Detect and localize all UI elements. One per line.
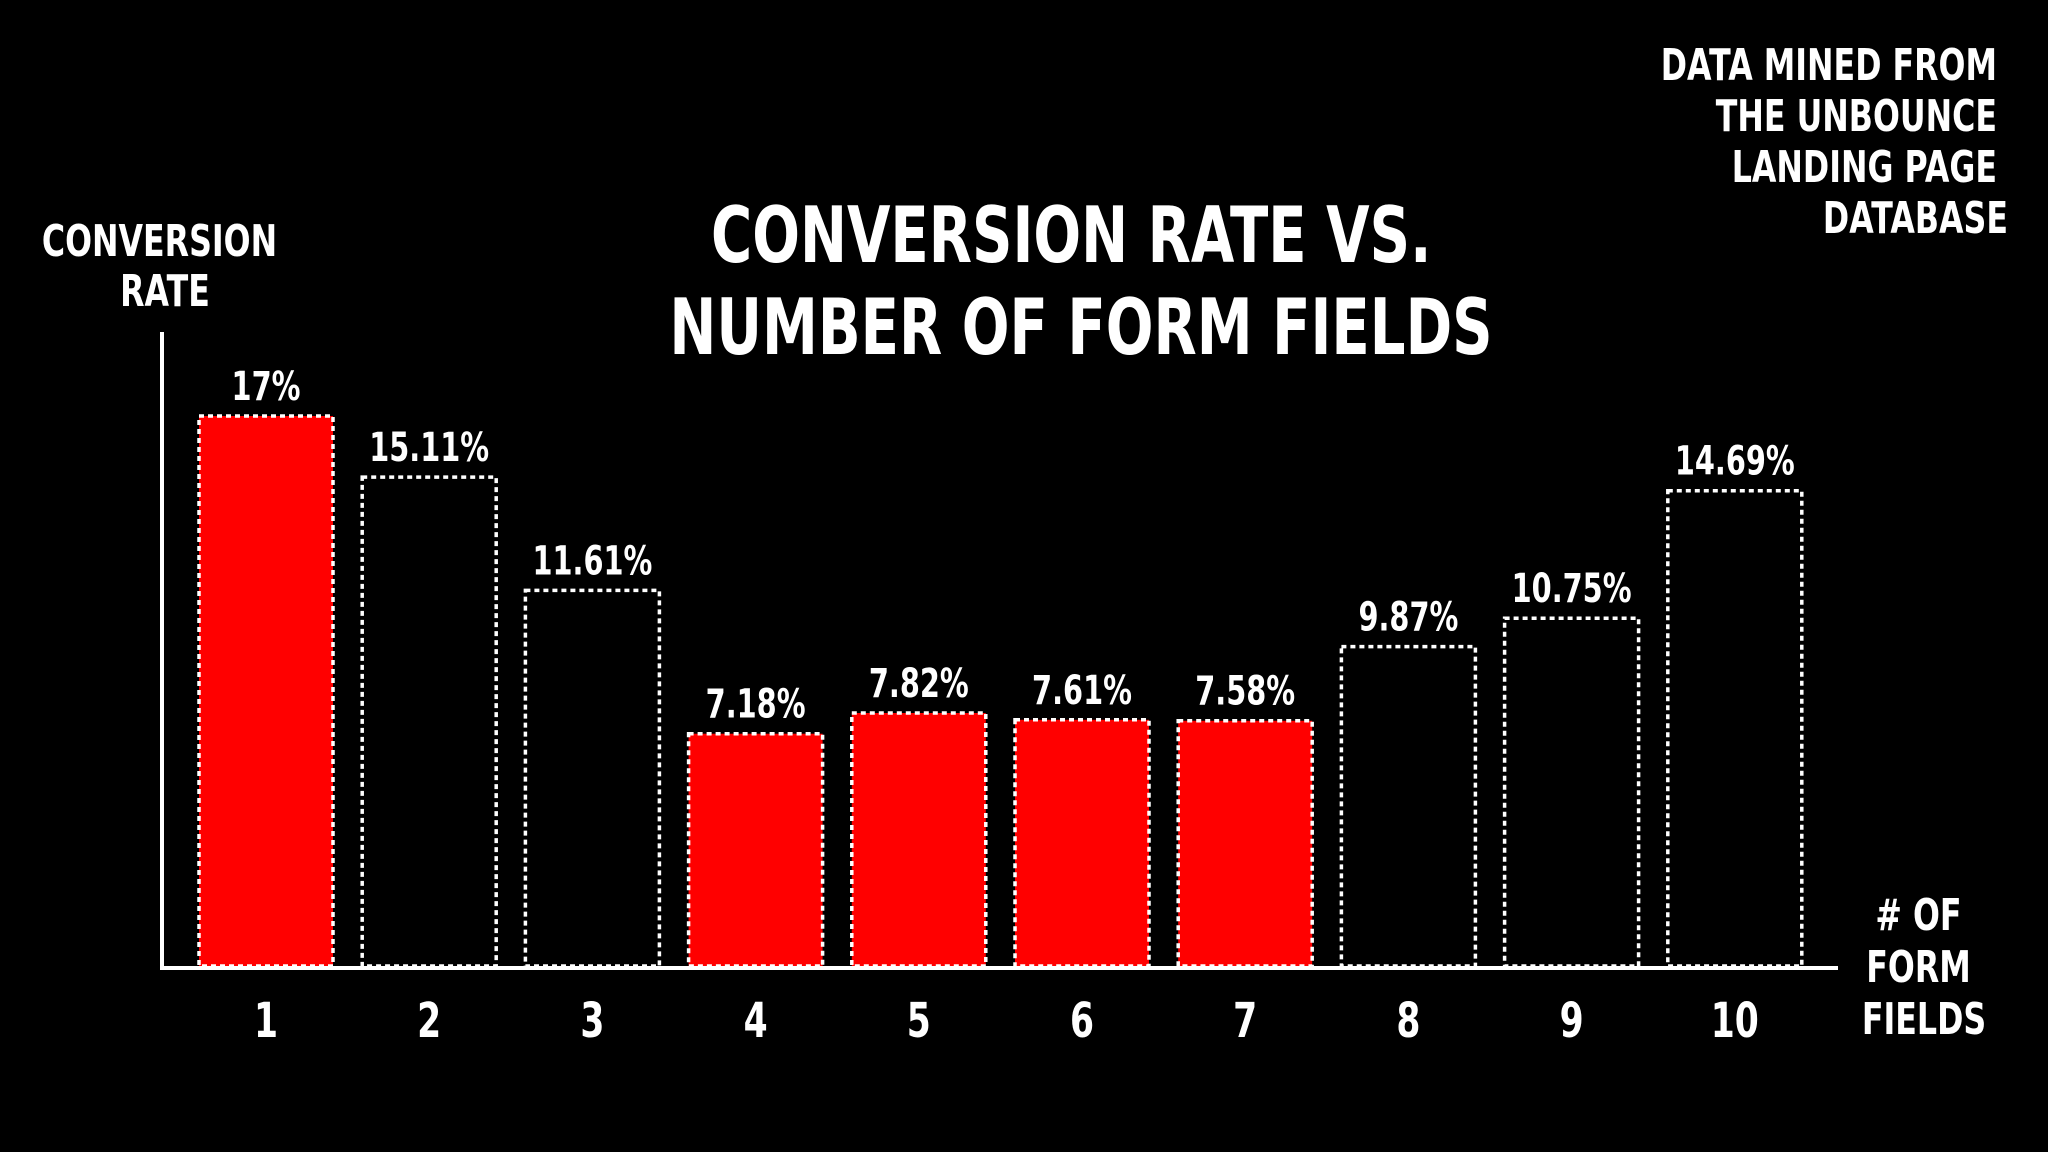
bar-5 (850, 711, 988, 968)
source-note-line-3: LANDING PAGE (1732, 142, 1997, 194)
tick-label-6: 6 (1070, 992, 1094, 1048)
value-label-8: 9.87% (1358, 595, 1458, 641)
y-axis-label-line-1: CONVERSION (42, 216, 277, 268)
tick-label-10: 10 (1711, 992, 1759, 1048)
value-label-10: 14.69% (1675, 439, 1795, 485)
tick-label-4: 4 (744, 992, 768, 1048)
y-axis-label: CONVERSION RATE (42, 216, 288, 318)
bar-9 (1502, 616, 1641, 968)
bar-7 (1176, 719, 1314, 968)
value-label-2: 15.11% (369, 426, 489, 472)
tick-label-2: 2 (417, 992, 441, 1048)
tick-label-9: 9 (1560, 992, 1584, 1048)
tick-label-5: 5 (907, 992, 931, 1048)
source-note-line-4: DATABASE (1823, 193, 2008, 245)
bar-4 (686, 731, 825, 968)
tick-label-3: 3 (580, 992, 604, 1048)
bar-1 (197, 414, 335, 968)
bar-fill-7 (1178, 720, 1313, 966)
chart-title-line-1: CONVERSION RATE VS. (711, 191, 1431, 282)
bar-3 (523, 588, 662, 968)
value-label-3: 11.61% (532, 539, 652, 585)
source-note-line-1: DATA MINED FROM (1661, 40, 1997, 92)
tick-labels-group: 1 2 3 4 5 6 7 8 9 10 (254, 992, 1759, 1048)
bar-6 (1013, 718, 1151, 968)
bar-8 (1339, 644, 1478, 968)
bar-fill-1 (199, 416, 333, 966)
value-label-6: 7.61% (1032, 668, 1132, 714)
bar-fill-4 (688, 733, 823, 966)
value-label-5: 7.82% (869, 661, 969, 707)
bars-group (197, 414, 1804, 968)
bar-fill-6 (1015, 719, 1149, 966)
value-label-9: 10.75% (1512, 567, 1632, 613)
bar-2 (360, 475, 498, 968)
x-axis-label-line-1: # OF (1875, 890, 1961, 942)
bar-10 (1666, 488, 1804, 968)
value-labels-group: 17% 15.11% 11.61% 7.18% 7.82% 7.61% 7.58% 9.87%… (232, 364, 1795, 728)
bar-fill-5 (851, 713, 986, 966)
x-axis-label: # OF FORM FIELDS (1862, 890, 1986, 1046)
tick-label-7: 7 (1233, 992, 1257, 1048)
value-label-4: 7.18% (706, 682, 806, 728)
source-note: DATA MINED FROM THE UNBOUNCE LANDING PAG… (1661, 40, 2008, 245)
y-axis-label-line-2: RATE (120, 266, 210, 318)
x-axis-label-line-2: FORM (1866, 942, 1970, 994)
value-label-1: 17% (232, 364, 301, 410)
x-axis-label-line-3: FIELDS (1862, 994, 1986, 1046)
chart-title-line-2: NUMBER OF FORM FIELDS (669, 283, 1492, 374)
tick-label-1: 1 (254, 992, 278, 1048)
source-note-line-2: THE UNBOUNCE (1716, 91, 1997, 143)
tick-label-8: 8 (1396, 992, 1420, 1048)
chart-title: CONVERSION RATE VS. NUMBER OF FORM FIELD… (669, 191, 1492, 374)
value-label-7: 7.58% (1195, 669, 1295, 715)
